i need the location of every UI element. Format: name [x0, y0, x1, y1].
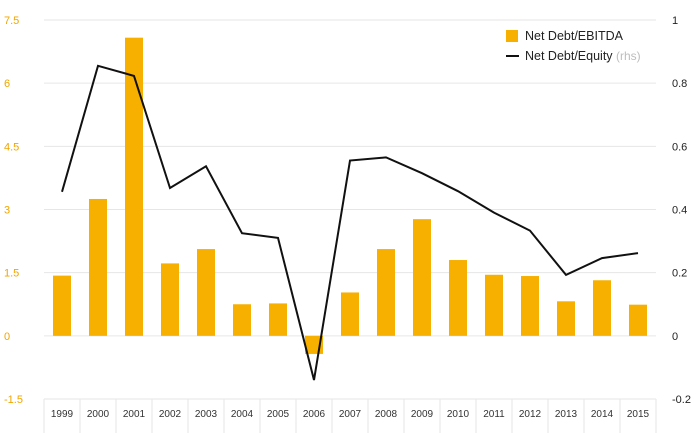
x-axis-tick-label: 2002: [159, 409, 182, 420]
x-axis-tick-label: 2000: [87, 409, 110, 420]
x-axis-tick-label: 2015: [627, 409, 650, 420]
legend-label-net-debt-equity: Net Debt/Equity (rhs): [525, 49, 641, 63]
bar: [593, 280, 611, 336]
x-axis-tick-label: 2012: [519, 409, 542, 420]
right-axis-tick-label: 0.6: [672, 141, 687, 153]
bar: [485, 274, 503, 336]
x-axis-tick-label: 2008: [375, 409, 398, 420]
line-series-net-debt-equity: [61, 64, 639, 381]
bar: [161, 263, 179, 336]
left-axis-tick-label: 3: [4, 205, 10, 217]
right-axis-tick-label: -0.2: [672, 394, 691, 406]
bar-series-net-debt-ebitda: [53, 37, 647, 354]
right-axis-tick-label: 0.2: [672, 268, 687, 280]
bar: [269, 303, 287, 336]
right-axis-tick-label: 0: [672, 331, 678, 343]
left-axis-tick-label: 7.5: [4, 15, 19, 27]
bar: [341, 292, 359, 336]
legend-swatch-bar: [506, 30, 518, 42]
x-axis-tick-label: 2006: [303, 409, 326, 420]
x-axis-tick-label: 2001: [123, 409, 146, 420]
x-axis-tick-label: 2014: [591, 409, 614, 420]
left-axis-tick-label: -1.5: [4, 394, 23, 406]
left-axis-tick-label: 1.5: [4, 268, 19, 280]
left-axis-tick-label: 6: [4, 78, 10, 90]
x-axis-tick-label: 2009: [411, 409, 434, 420]
bar: [233, 304, 251, 336]
x-axis-tick-label: 2007: [339, 409, 362, 420]
x-axis-tick-label: 2013: [555, 409, 578, 420]
x-axis-tick-label: 2004: [231, 409, 254, 420]
bar: [629, 304, 647, 336]
axes: 7.5 6 4.5 3 1.5 0 -1.5 1 0.8 0.6 0.4 0.2 0 -0.2 1999 20…: [4, 15, 691, 420]
bar: [89, 198, 107, 336]
legend: Net Debt/EBITDA Net Debt/Equity (rhs): [506, 29, 641, 63]
left-axis-tick-label: 0: [4, 331, 10, 343]
x-axis-tick-label: 2010: [447, 409, 470, 420]
x-axis-tick-label: 2005: [267, 409, 290, 420]
bar: [125, 37, 143, 336]
x-axis-tick-label: 2011: [483, 409, 505, 420]
right-axis-tick-label: 0.8: [672, 78, 687, 90]
right-axis-tick-label: 1: [672, 15, 678, 27]
x-axis-tick-label: 2003: [195, 409, 218, 420]
right-axis-tick-label: 0.4: [672, 205, 687, 217]
bar: [197, 249, 215, 336]
left-axis-tick-label: 4.5: [4, 141, 19, 153]
bar: [449, 260, 467, 336]
legend-label-net-debt-ebitda: Net Debt/EBITDA: [525, 29, 624, 43]
bar: [377, 249, 395, 336]
bar: [53, 275, 71, 336]
bar: [413, 219, 431, 336]
x-axis-tick-label: 1999: [51, 409, 74, 420]
legend-rhs-note: (rhs): [616, 49, 641, 63]
bar: [521, 276, 539, 336]
bar: [557, 301, 575, 336]
series-line: [61, 64, 639, 381]
